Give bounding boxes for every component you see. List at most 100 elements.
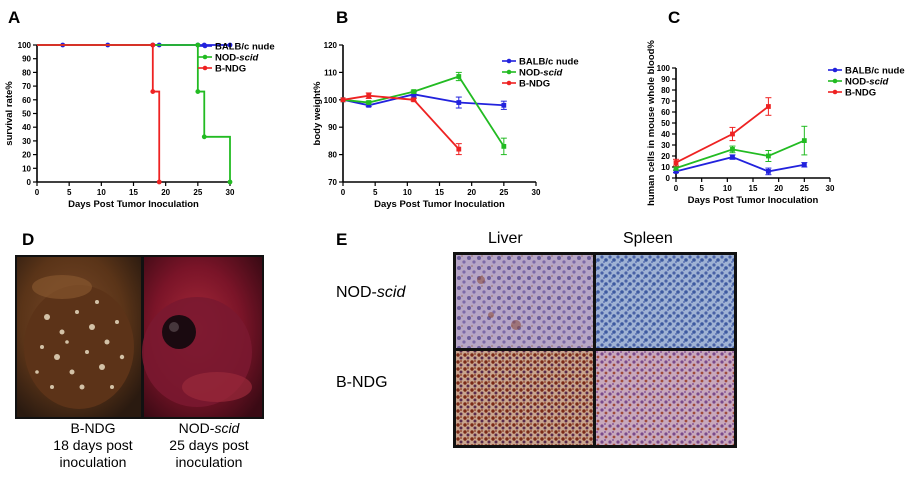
c-series-b-ndg-legend-marker — [832, 89, 838, 95]
b-series-balb-c-nude-legend-marker — [506, 58, 512, 64]
b-xtick-label: 20 — [467, 188, 476, 197]
column-label-liver: Liver — [488, 230, 523, 247]
b-series-balb-c-nude-point — [456, 100, 462, 105]
c-series-balb-c-nude-point — [801, 162, 807, 168]
survival-chart: 0 10 20 30 40 50 60 70 80 90 100 0 5 10 15 20 25 30 Days P… — [4, 41, 275, 210]
c-series-balb-c-nude-point — [673, 169, 679, 174]
b-ytick-label: 90 — [328, 123, 337, 132]
b-y-axis-label: body weight% — [312, 81, 323, 145]
c-series-nod-scid-point — [801, 138, 807, 143]
c-ytick-label: 50 — [661, 119, 670, 128]
body-weight-chart: 70 80 90 100 110 120 0 5 10 15 20 25 30 Days Post Tum… — [312, 41, 579, 210]
a-series-nod-scid-point — [227, 179, 233, 185]
a-series-nod-scid-point — [195, 42, 201, 48]
b-xtick-label: 30 — [532, 188, 541, 197]
a-x-axis-label: Days Post Tumor Inoculation — [68, 199, 199, 210]
b-series-balb-c-nude-point — [501, 102, 507, 108]
b-xtick-label: 0 — [341, 188, 346, 197]
c-series-balb-c-nude-line — [675, 156, 805, 173]
a-ytick-label: 60 — [22, 96, 31, 105]
row-label-nod-scid: NOD-scid — [336, 284, 405, 302]
a-xtick-label: 5 — [67, 188, 72, 197]
c-series-nod-scid-legend-label: NOD-scid — [845, 77, 888, 88]
c-ytick-label: 30 — [661, 141, 670, 150]
a-xtick-label: 25 — [193, 188, 202, 197]
b-series-b-ndg-legend-label: B-NDG — [519, 79, 550, 90]
b-series-b-ndg-legend-marker — [506, 80, 512, 86]
b-ytick-label: 120 — [324, 41, 338, 50]
c-xtick-label: 10 — [723, 184, 732, 193]
a-xtick-label: 15 — [129, 188, 138, 197]
a-xtick-label: 30 — [226, 188, 235, 197]
b-series-balb-c-nude-point — [411, 91, 417, 97]
c-ytick-label: 80 — [661, 86, 670, 95]
c-ytick-label: 70 — [661, 97, 670, 106]
caption-b-ndg-line3: inoculation — [59, 454, 127, 470]
a-series-nod-scid-point — [195, 89, 201, 94]
b-series-b-ndg-point — [411, 97, 417, 103]
c-ytick-label: 90 — [661, 75, 670, 84]
c-series-balb-c-nude-point — [766, 169, 771, 174]
c-series-nod-scid-legend-marker — [832, 78, 838, 84]
a-ytick-label: 30 — [22, 137, 31, 146]
b-xtick-label: 25 — [499, 188, 508, 197]
metastasis-spots — [35, 300, 125, 390]
tumor-photo-panel — [15, 255, 264, 419]
c-ytick-label: 40 — [661, 130, 670, 139]
c-series-balb-c-nude-legend-marker — [832, 67, 838, 73]
caption-b-ndg-line2: 18 days post — [53, 437, 133, 453]
a-series-balb-c-nude-legend-marker — [202, 43, 208, 49]
a-ytick-label: 40 — [22, 123, 31, 132]
panel-label-e: E — [336, 230, 347, 249]
a-ytick-label: 50 — [22, 110, 31, 119]
ihc-b-ndg-spleen — [596, 351, 734, 445]
b-series-balb-c-nude-legend-label: BALB/c nude — [519, 57, 579, 68]
b-series-nod-scid-legend-marker — [506, 69, 512, 75]
b-ndg-liver-shape — [24, 285, 134, 409]
c-ytick-label: 60 — [661, 108, 670, 117]
c-y-axis-label: human cells in mouse whole blood% — [646, 40, 657, 206]
c-series-balb-c-nude-point — [730, 154, 735, 160]
b-ytick-label: 110 — [324, 68, 337, 77]
b-ytick-label: 70 — [328, 178, 337, 187]
a-series-nod-scid-line — [37, 44, 231, 182]
a-series-b-ndg-point — [150, 89, 156, 94]
c-series-nod-scid-point — [673, 165, 679, 171]
b-series-b-ndg-point — [456, 146, 462, 152]
a-ytick-label: 10 — [22, 164, 31, 173]
human-cells-chart: 0 10 20 30 40 50 60 70 80 90 100 0 5 10 15 20 25 30 Days P… — [646, 40, 905, 206]
a-ytick-label: 20 — [22, 151, 31, 160]
a-series-nod-scid-legend-marker — [202, 54, 208, 60]
panel-label-a: A — [8, 8, 20, 27]
a-xtick-label: 10 — [97, 188, 106, 197]
caption-nod-scid-line1: NOD-scid — [150, 420, 268, 437]
b-series-nod-scid-legend-label: NOD-scid — [519, 68, 562, 79]
c-xtick-label: 25 — [800, 184, 809, 193]
b-x-axis-label: Days Post Tumor Inoculation — [374, 199, 505, 210]
c-x-axis-label: Days Post Tumor Inoculation — [688, 195, 819, 206]
ihc-grid — [456, 255, 734, 445]
a-y-axis-label: survival rate% — [4, 81, 15, 146]
column-label-spleen: Spleen — [623, 230, 673, 247]
a-series-b-ndg-legend-marker — [202, 65, 208, 71]
ihc-panel — [453, 252, 737, 448]
a-ytick-label: 70 — [22, 82, 31, 91]
b-ytick-label: 80 — [328, 151, 337, 160]
b-xtick-label: 15 — [435, 188, 444, 197]
c-ytick-label: 0 — [666, 174, 671, 183]
c-ytick-label: 20 — [661, 152, 670, 161]
c-xtick-label: 20 — [774, 184, 783, 193]
c-xtick-label: 30 — [826, 184, 835, 193]
tumor-photos — [17, 257, 262, 417]
tumor-mass — [162, 315, 196, 349]
caption-nod-scid: NOD-scid 25 days post inoculation — [150, 420, 268, 471]
c-series-nod-scid-line — [675, 139, 805, 169]
caption-scid-italic: scid — [214, 420, 240, 436]
ihc-nod-scid-liver — [456, 255, 593, 348]
a-ytick-label: 90 — [22, 55, 31, 64]
caption-nod-prefix: NOD- — [178, 420, 215, 436]
a-series-b-ndg-point — [150, 42, 156, 48]
caption-b-ndg-line1: B-NDG — [70, 420, 116, 436]
b-series-nod-scid-point — [366, 100, 372, 105]
